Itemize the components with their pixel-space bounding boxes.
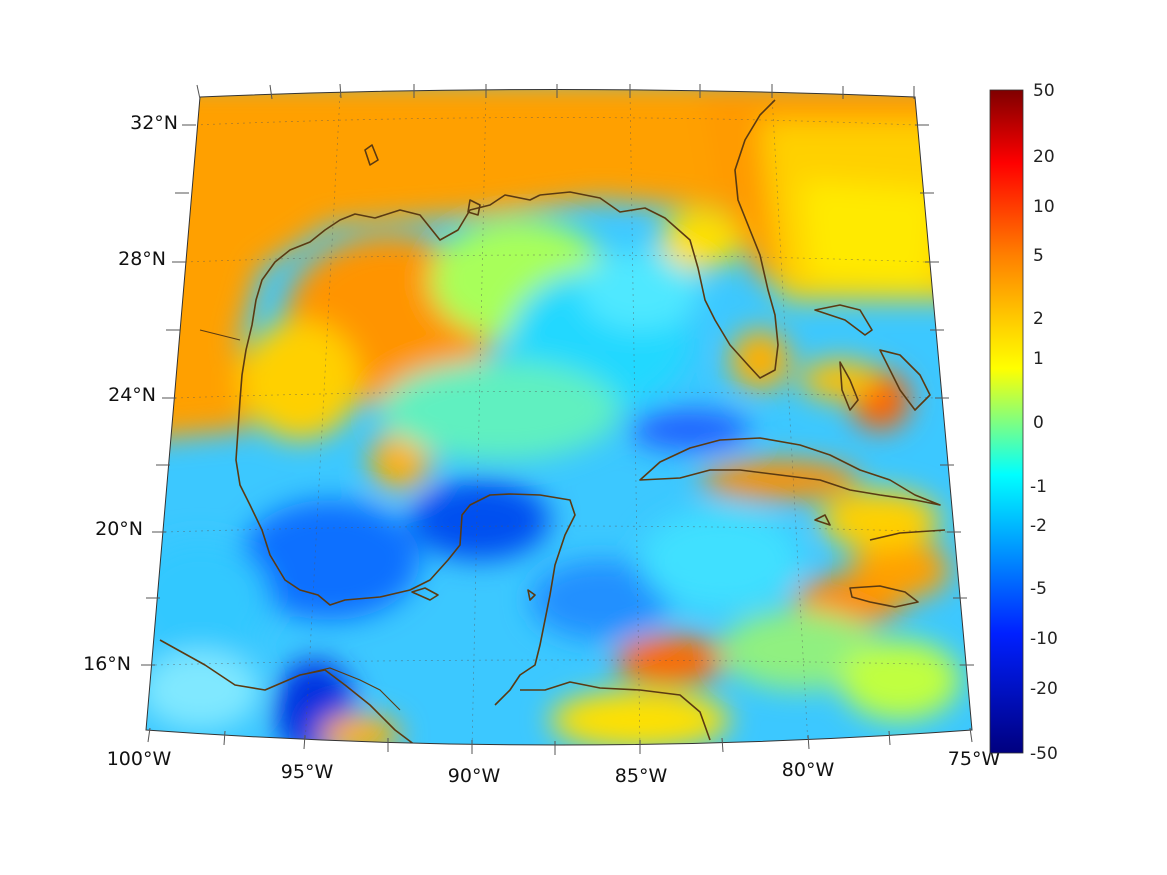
colorbar-label-0: 0 bbox=[1033, 413, 1044, 433]
lat-label-24: 24°N bbox=[108, 384, 156, 406]
colorbar-label-10: 10 bbox=[1033, 197, 1055, 217]
latitude-labels: 32°N 28°N 24°N 20°N 16°N bbox=[83, 112, 178, 675]
mexico-guatemala-border bbox=[299, 667, 401, 711]
lat-label-16: 16°N bbox=[83, 653, 131, 675]
jamaica-coastline bbox=[849, 585, 919, 608]
colorbar: 50 20 10 5 2 1 0 -1 -2 -5 -10 -20 -50 bbox=[989, 81, 1058, 764]
lon-label-100: 100°W bbox=[107, 748, 172, 770]
small-islands bbox=[364, 144, 831, 601]
mexico-us-gulf-coastline bbox=[235, 194, 576, 706]
frame-ticks bbox=[141, 83, 974, 755]
colorbar-label-neg20: -20 bbox=[1030, 679, 1058, 699]
colorbar-label-neg5: -5 bbox=[1030, 579, 1047, 599]
colorbar-label-50: 50 bbox=[1033, 81, 1055, 101]
honduras-coastline bbox=[520, 681, 711, 741]
data-field bbox=[146, 89, 972, 745]
lon-label-90: 90°W bbox=[448, 765, 501, 787]
graticule bbox=[154, 89, 963, 745]
yucatan-coastline bbox=[411, 587, 439, 601]
colorbar-label-neg2: -2 bbox=[1030, 516, 1047, 536]
bahamas-coastline bbox=[814, 304, 931, 411]
colorbar-label-1: 1 bbox=[1033, 349, 1044, 369]
colorbar-label-neg10: -10 bbox=[1030, 629, 1058, 649]
colorbar-label-2: 2 bbox=[1033, 309, 1044, 329]
colorbar-label-neg50: -50 bbox=[1030, 744, 1058, 764]
lat-label-28: 28°N bbox=[118, 248, 166, 270]
lon-label-80: 80°W bbox=[782, 759, 835, 781]
colorbar-gradient bbox=[989, 89, 1024, 754]
map-frame bbox=[145, 89, 973, 746]
lat-label-20: 20°N bbox=[95, 518, 143, 540]
colorbar-label-20: 20 bbox=[1033, 147, 1055, 167]
florida-coastline bbox=[539, 99, 779, 379]
lon-label-75: 75°W bbox=[948, 748, 1001, 770]
coastlines bbox=[159, 99, 946, 745]
colorbar-label-5: 5 bbox=[1033, 246, 1044, 266]
lat-label-32: 32°N bbox=[130, 112, 178, 134]
hispaniola-coastline bbox=[869, 529, 946, 541]
lon-label-85: 85°W bbox=[615, 765, 668, 787]
us-mexico-border bbox=[199, 329, 241, 341]
lon-label-95: 95°W bbox=[281, 761, 334, 783]
colorbar-label-neg1: -1 bbox=[1030, 477, 1047, 497]
longitude-labels: 100°W 95°W 90°W 85°W 80°W 75°W bbox=[107, 748, 1001, 787]
cuba-coastline bbox=[639, 437, 941, 506]
